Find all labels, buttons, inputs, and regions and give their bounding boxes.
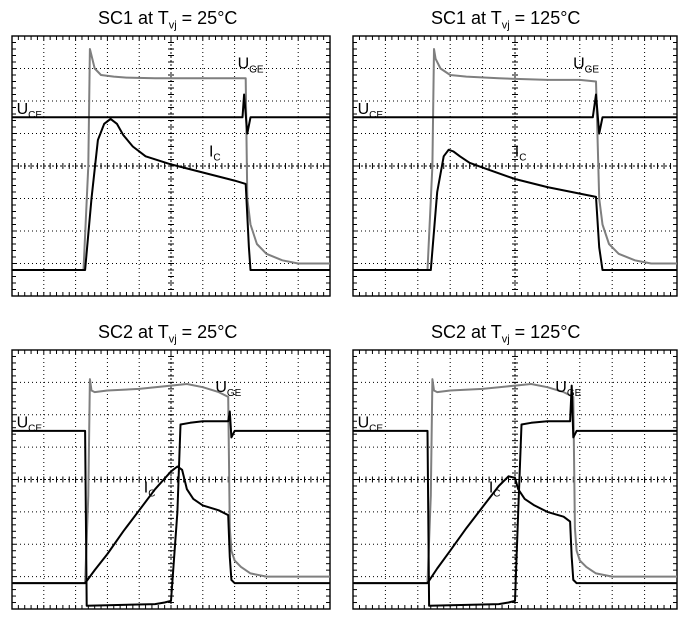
trace-label-main: I [515, 143, 519, 160]
trace-label-main: U [358, 415, 370, 432]
trace-label-subscript: C [493, 488, 500, 499]
trace-label-subscript: C [148, 488, 155, 499]
series-line-0 [12, 48, 330, 271]
series-line-0 [353, 48, 677, 271]
trace-label-main: I [209, 143, 213, 160]
chart-title-subscript: vj [501, 19, 510, 32]
trace-label: UCE [17, 415, 43, 435]
trace-label-main: U [215, 379, 227, 396]
trace-label-main: U [555, 379, 567, 396]
series-line-1 [12, 410, 330, 607]
chart-title-sc1-25: SC1 at Tvj = 25°C [98, 8, 237, 32]
trace-label-main: U [573, 56, 585, 73]
chart-title-text: SC2 at T [431, 322, 502, 342]
series-line-1 [353, 384, 677, 607]
series-line-2 [12, 465, 330, 585]
trace-label-subscript: GE [249, 65, 264, 76]
chart-title-suffix: = 25°C [176, 322, 238, 342]
trace-label-main: I [144, 479, 148, 496]
trace-label-main: U [358, 101, 370, 118]
chart-title-text: SC1 at T [431, 8, 502, 28]
trace-label: IC [515, 143, 527, 163]
chart-title-suffix: = 125°C [509, 322, 581, 342]
trace-label-subscript: CE [28, 424, 42, 435]
chart-title-suffix: = 125°C [509, 8, 581, 28]
trace-label: UCE [358, 101, 384, 121]
trace-label-subscript: GE [585, 65, 600, 76]
trace-label-subscript: GE [567, 388, 582, 399]
chart-title-suffix: = 25°C [176, 8, 238, 28]
trace-label-main: U [238, 56, 250, 73]
trace-label-main: U [17, 415, 29, 432]
trace-label-main: U [17, 101, 29, 118]
trace-label-subscript: C [519, 152, 526, 163]
chart-title-subscript: vj [501, 333, 510, 346]
trace-label: UGE [573, 56, 599, 76]
series-line-0 [12, 378, 330, 585]
series-line-2 [12, 117, 330, 271]
chart-title-sc2-25: SC2 at Tvj = 25°C [98, 322, 237, 346]
chart-title-subscript: vj [168, 333, 177, 346]
trace-label: UGE [215, 379, 241, 399]
chart-title-text: SC2 at T [98, 322, 169, 342]
trace-label: IC [209, 143, 221, 163]
trace-label-subscript: CE [369, 424, 383, 435]
trace-label-subscript: CE [28, 110, 42, 121]
chart-title-sc1-125: SC1 at Tvj = 125°C [431, 8, 580, 32]
trace-label-main: I [489, 479, 493, 496]
trace-label: UGE [555, 379, 581, 399]
series-line-1 [12, 93, 330, 135]
trace-label: UGE [238, 56, 264, 76]
trace-label-subscript: GE [227, 388, 242, 399]
series-line-2 [353, 148, 677, 271]
trace-label: UCE [358, 415, 384, 435]
chart-title-sc2-125: SC2 at Tvj = 125°C [431, 322, 580, 346]
chart-title-text: SC1 at T [98, 8, 169, 28]
trace-label-subscript: C [213, 152, 220, 163]
trace-label: UCE [17, 101, 43, 121]
trace-label-subscript: CE [369, 110, 383, 121]
series-line-2 [353, 475, 677, 585]
chart-title-subscript: vj [168, 19, 177, 32]
trace-label: IC [144, 479, 156, 499]
series-line-0 [353, 378, 677, 585]
series-line-1 [353, 93, 677, 135]
trace-label: IC [489, 479, 501, 499]
